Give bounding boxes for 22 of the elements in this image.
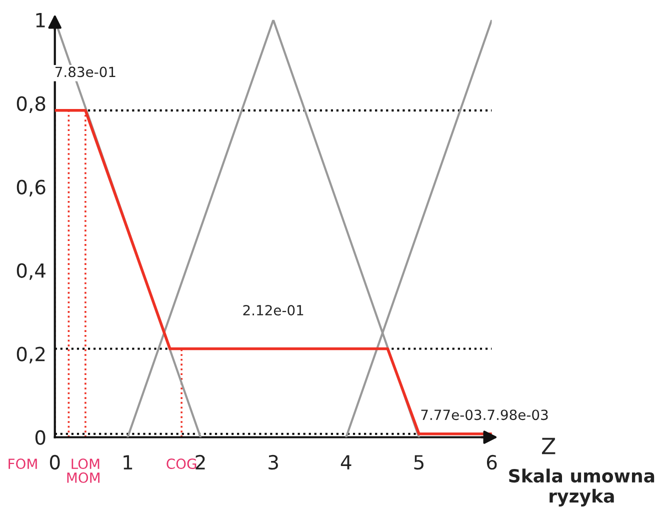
x-tick-label: 1 [124, 455, 132, 470]
y-tick-label: 1 [36, 13, 45, 28]
ref-line-label: LOM [72, 458, 100, 470]
ref-line-label: FOM [8, 458, 37, 470]
y-tick-label: 0,8 [16, 96, 46, 113]
x-tick-label: 0 [50, 454, 60, 470]
x-tick-label: 6 [486, 454, 497, 470]
x-tick-label: 5 [414, 455, 424, 470]
ref-line-label: MOM [67, 472, 100, 483]
ref-line-label: COG [166, 458, 196, 470]
x-axis-title: Z [542, 438, 556, 454]
annotation: 2.12e-01 [243, 304, 304, 316]
y-tick-label: 0,4 [16, 263, 46, 280]
y-tick-label: 0,6 [16, 180, 46, 196]
annotation: 7.83e-01 [56, 66, 116, 78]
x-tick-label: 4 [340, 455, 352, 470]
annotation: 7.77e-03.7.98e-03 [421, 410, 548, 420]
x-tick-label: 3 [268, 454, 278, 470]
x-tick-label: 2 [196, 454, 205, 470]
text: Skala umowna ryzyka [509, 468, 654, 506]
y-tick-label: 0 [35, 430, 46, 445]
y-tick-label: 0,2 [16, 346, 45, 364]
